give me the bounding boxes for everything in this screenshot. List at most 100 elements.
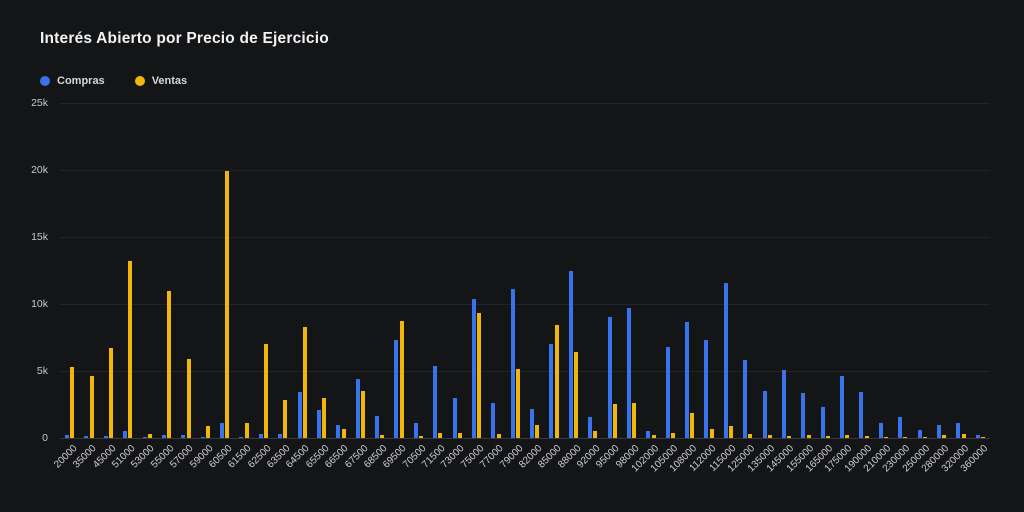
bar-ventas-82000[interactable]: [535, 424, 540, 438]
bar-compras-73000[interactable]: [452, 397, 457, 438]
bar-ventas-88000[interactable]: [574, 352, 579, 438]
bar-compras-320000[interactable]: [956, 423, 961, 438]
bar-compras-67500[interactable]: [355, 379, 360, 438]
bar-compras-280000[interactable]: [936, 425, 941, 438]
bar-compras-135000[interactable]: [762, 391, 767, 438]
bar-compras-65500[interactable]: [316, 409, 321, 438]
bar-compras-20000[interactable]: [65, 435, 70, 438]
bar-ventas-92000[interactable]: [593, 431, 598, 438]
bar-ventas-20000[interactable]: [70, 366, 75, 438]
bar-ventas-210000[interactable]: [884, 436, 889, 438]
bar-ventas-77000[interactable]: [496, 433, 501, 438]
bar-ventas-61500[interactable]: [244, 423, 249, 438]
bar-compras-53000[interactable]: [142, 436, 147, 438]
bar-ventas-62500[interactable]: [264, 344, 269, 438]
bar-ventas-60500[interactable]: [225, 171, 230, 438]
bar-ventas-165000[interactable]: [825, 436, 830, 438]
bar-ventas-85000[interactable]: [554, 325, 559, 438]
bar-ventas-190000[interactable]: [864, 436, 869, 438]
bar-compras-85000[interactable]: [549, 344, 554, 438]
bar-compras-75000[interactable]: [471, 298, 476, 438]
y-tick-label-5k: 5k: [36, 364, 48, 377]
bar-compras-66500[interactable]: [336, 424, 341, 438]
bar-compras-69500[interactable]: [394, 340, 399, 438]
bar-compras-63500[interactable]: [278, 433, 283, 438]
bar-compras-61500[interactable]: [239, 436, 244, 438]
bar-compras-250000[interactable]: [917, 429, 922, 438]
bar-compras-155000[interactable]: [801, 393, 806, 438]
bar-compras-165000[interactable]: [820, 407, 825, 438]
bar-ventas-320000[interactable]: [961, 433, 966, 438]
bar-compras-71500[interactable]: [433, 366, 438, 438]
bar-compras-79000[interactable]: [510, 289, 515, 438]
bar-compras-62500[interactable]: [258, 433, 263, 438]
bar-compras-115000[interactable]: [723, 282, 728, 438]
bar-compras-92000[interactable]: [588, 417, 593, 438]
legend: Compras Ventas: [40, 75, 187, 87]
bar-compras-51000[interactable]: [123, 431, 128, 438]
bar-ventas-102000[interactable]: [651, 435, 656, 438]
bar-compras-230000[interactable]: [898, 416, 903, 438]
bar-ventas-98000[interactable]: [632, 403, 637, 438]
bar-compras-64500[interactable]: [297, 392, 302, 438]
bar-compras-70500[interactable]: [413, 422, 418, 438]
bar-compras-112000[interactable]: [704, 339, 709, 438]
bar-ventas-108000[interactable]: [690, 413, 695, 438]
bar-compras-82000[interactable]: [530, 408, 535, 438]
bar-ventas-55000[interactable]: [167, 290, 172, 438]
bar-ventas-125000[interactable]: [748, 433, 753, 438]
bar-ventas-75000[interactable]: [477, 313, 482, 438]
bar-compras-145000[interactable]: [781, 369, 786, 438]
bar-ventas-155000[interactable]: [806, 435, 811, 438]
bar-ventas-71500[interactable]: [438, 433, 443, 438]
bar-compras-98000[interactable]: [626, 308, 631, 438]
bar-compras-360000[interactable]: [975, 435, 980, 438]
bar-compras-190000[interactable]: [859, 392, 864, 438]
bar-ventas-230000[interactable]: [903, 436, 908, 438]
bar-ventas-51000[interactable]: [128, 261, 133, 438]
bar-compras-59000[interactable]: [200, 436, 205, 438]
bar-ventas-63500[interactable]: [283, 400, 288, 438]
bar-ventas-360000[interactable]: [980, 436, 985, 438]
bar-ventas-64500[interactable]: [302, 326, 307, 438]
bar-ventas-57000[interactable]: [186, 358, 191, 438]
bar-ventas-250000[interactable]: [922, 436, 927, 438]
bar-ventas-175000[interactable]: [845, 435, 850, 438]
bar-compras-45000[interactable]: [103, 436, 108, 438]
bar-ventas-145000[interactable]: [787, 436, 792, 438]
bar-ventas-69500[interactable]: [399, 321, 404, 438]
bar-compras-95000[interactable]: [607, 317, 612, 438]
legend-item-compras[interactable]: Compras: [40, 75, 105, 87]
bar-ventas-68500[interactable]: [380, 434, 385, 438]
bar-ventas-73000[interactable]: [457, 432, 462, 438]
bar-compras-57000[interactable]: [181, 435, 186, 438]
bar-ventas-35000[interactable]: [89, 376, 94, 438]
bar-compras-60500[interactable]: [220, 423, 225, 438]
bar-ventas-53000[interactable]: [147, 433, 152, 438]
bar-ventas-135000[interactable]: [767, 435, 772, 438]
bar-ventas-66500[interactable]: [341, 428, 346, 438]
bar-compras-210000[interactable]: [878, 422, 883, 438]
bar-compras-35000[interactable]: [84, 436, 89, 438]
bar-compras-55000[interactable]: [161, 435, 166, 438]
bar-compras-175000[interactable]: [840, 375, 845, 438]
bar-ventas-105000[interactable]: [670, 432, 675, 438]
bar-ventas-115000[interactable]: [729, 425, 734, 438]
legend-item-ventas[interactable]: Ventas: [134, 75, 187, 87]
bar-ventas-112000[interactable]: [709, 429, 714, 438]
bar-compras-88000[interactable]: [568, 270, 573, 438]
bar-ventas-67500[interactable]: [360, 391, 365, 438]
bar-ventas-45000[interactable]: [109, 348, 114, 438]
bar-compras-108000[interactable]: [685, 322, 690, 438]
bar-compras-125000[interactable]: [743, 359, 748, 438]
bar-compras-102000[interactable]: [646, 431, 651, 438]
bar-ventas-95000[interactable]: [612, 403, 617, 438]
bar-compras-77000[interactable]: [491, 403, 496, 438]
bar-compras-105000[interactable]: [665, 346, 670, 438]
bar-ventas-65500[interactable]: [322, 397, 327, 438]
bar-ventas-70500[interactable]: [419, 436, 424, 438]
bar-ventas-59000[interactable]: [205, 425, 210, 438]
bar-ventas-79000[interactable]: [515, 369, 520, 438]
bar-compras-68500[interactable]: [375, 415, 380, 438]
bar-ventas-280000[interactable]: [942, 434, 947, 438]
